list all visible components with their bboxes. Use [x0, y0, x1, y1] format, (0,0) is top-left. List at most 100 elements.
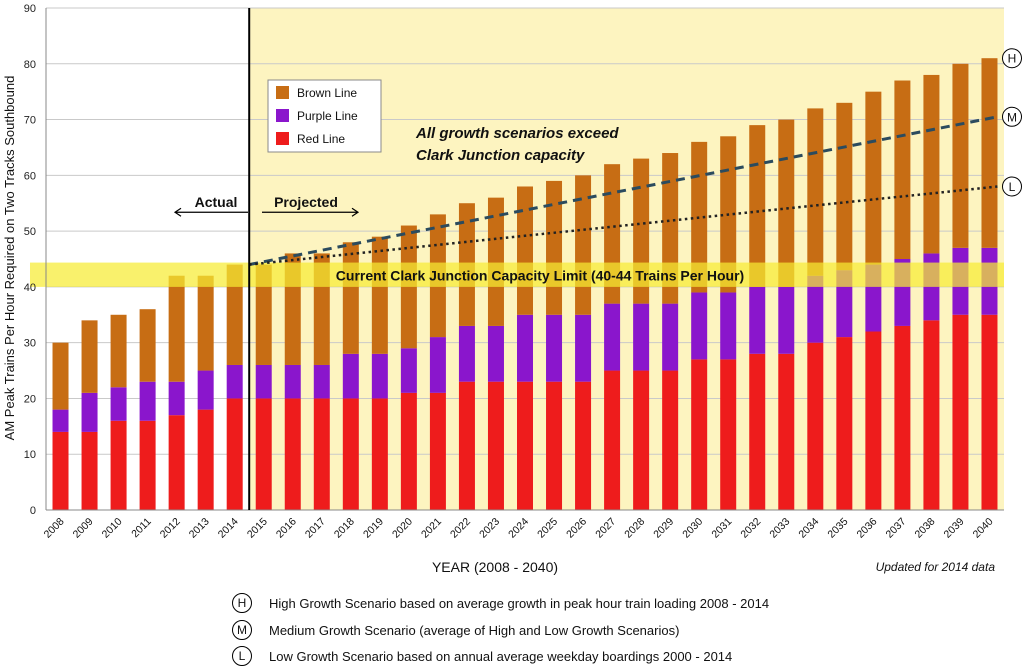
- scenario-text: Low Growth Scenario based on annual aver…: [269, 648, 733, 664]
- bar-purple-line: [342, 353, 359, 399]
- legend-swatch: [276, 86, 289, 99]
- x-tick-label: 2026: [564, 516, 589, 541]
- bar-red-line: [575, 381, 592, 510]
- y-tick-label: 70: [24, 115, 36, 127]
- x-tick-label: 2013: [187, 516, 212, 541]
- bar-purple-line: [52, 409, 69, 432]
- updated-note: Updated for 2014 data: [876, 560, 996, 574]
- bar-purple-line: [139, 381, 156, 421]
- x-tick-label: 2034: [796, 516, 821, 541]
- scenario-h-marker-icon: [1002, 48, 1022, 69]
- bar-stack-2016: [284, 253, 301, 510]
- bar-brown-line: [197, 275, 214, 371]
- bar-red-line: [255, 398, 272, 510]
- legend-swatch: [276, 109, 289, 122]
- x-tick-label: 2009: [71, 516, 96, 541]
- bar-purple-line: [81, 392, 98, 432]
- bar-brown-line: [894, 80, 911, 259]
- bar-stack-2013: [197, 275, 214, 510]
- bar-red-line: [110, 420, 127, 510]
- y-tick-label: 80: [24, 59, 36, 71]
- y-tick-label: 30: [24, 338, 36, 350]
- bar-purple-line: [517, 314, 533, 382]
- bar-stack-2017: [313, 253, 330, 510]
- bar-stack-2034: [807, 108, 824, 510]
- capacity-band: [30, 262, 1004, 287]
- bar-red-line: [894, 325, 911, 510]
- bar-stack-2032: [749, 125, 766, 510]
- bar-red-line: [517, 381, 533, 510]
- legend-swatch: [276, 132, 289, 145]
- x-tick-label: 2014: [216, 516, 241, 541]
- y-tick-label: 60: [24, 170, 36, 182]
- scenario-marker-label: M: [1007, 110, 1017, 124]
- bar-brown-line: [342, 242, 359, 354]
- bar-purple-line: [429, 337, 446, 393]
- x-tick-label: 2008: [42, 516, 67, 541]
- x-tick-label: 2037: [884, 516, 909, 541]
- bar-brown-line: [517, 186, 533, 315]
- y-tick-label: 0: [30, 505, 36, 517]
- growth-line-m: [248, 115, 998, 267]
- bar-brown-line: [836, 102, 853, 271]
- x-tick-label: 2036: [854, 516, 879, 541]
- x-tick-label: 2024: [506, 516, 531, 541]
- bar-stack-2031: [720, 136, 737, 510]
- x-tick-label: 2017: [303, 516, 328, 541]
- bar-stack-2010: [110, 314, 127, 510]
- scenario-marker-label: H: [1008, 52, 1017, 66]
- bar-red-line: [633, 370, 650, 510]
- y-tick-label: 40: [24, 282, 36, 294]
- bar-red-line: [139, 420, 156, 510]
- bar-stack-2021: [429, 214, 446, 510]
- y-axis-label: AM Peak Trains Per Hour Required on Two …: [2, 76, 17, 441]
- bar-stack-2035: [836, 102, 853, 510]
- bar-red-line: [778, 353, 795, 510]
- bar-stack-2029: [662, 153, 679, 510]
- x-tick-label: 2019: [361, 516, 386, 541]
- bar-stack-2038: [923, 74, 940, 510]
- x-tick-label: 2023: [477, 516, 502, 541]
- y-tick-label: 20: [24, 393, 36, 405]
- scenario-marker-label: L: [1009, 180, 1016, 194]
- bar-stack-2014: [226, 264, 243, 510]
- bar-red-line: [429, 392, 446, 510]
- bar-brown-line: [81, 320, 98, 393]
- bar-red-line: [865, 331, 882, 510]
- bar-red-line: [226, 398, 243, 510]
- bar-brown-line: [226, 264, 243, 365]
- x-tick-label: 2010: [100, 516, 125, 541]
- scenario-l-marker-icon: [1002, 176, 1022, 197]
- x-tick-label: 2016: [274, 516, 299, 541]
- x-tick-label: 2033: [767, 516, 792, 541]
- bar-brown-line: [52, 342, 69, 410]
- bar-purple-line: [633, 303, 650, 371]
- projected-label: Projected: [274, 194, 338, 210]
- x-tick-label: 2011: [129, 516, 154, 541]
- bar-stack-2033: [778, 119, 795, 510]
- legend-label: Red Line: [297, 132, 345, 146]
- bar-purple-line: [226, 364, 243, 399]
- bar-red-line: [691, 359, 708, 510]
- bar-purple-line: [197, 370, 214, 410]
- bar-red-line: [720, 359, 737, 510]
- scenario-text: Medium Growth Scenario (average of High …: [269, 622, 680, 638]
- bar-red-line: [749, 353, 766, 510]
- x-tick-label: 2031: [709, 516, 734, 541]
- bar-brown-line: [255, 264, 272, 365]
- x-tick-label: 2030: [680, 516, 705, 541]
- bar-stacks: [52, 58, 998, 510]
- bar-stack-2028: [633, 158, 650, 510]
- bar-stack-2008: [52, 342, 69, 510]
- bar-brown-line: [923, 74, 940, 254]
- bar-purple-line: [575, 314, 592, 382]
- bar-brown-line: [168, 275, 185, 382]
- x-tick-label: 2025: [535, 516, 560, 541]
- bar-stack-2026: [575, 175, 592, 510]
- medium-marker-icon: M: [232, 620, 252, 640]
- actual-label: Actual: [195, 194, 238, 210]
- bar-purple-line: [371, 353, 388, 399]
- bar-red-line: [487, 381, 504, 510]
- bar-stack-2022: [458, 203, 475, 510]
